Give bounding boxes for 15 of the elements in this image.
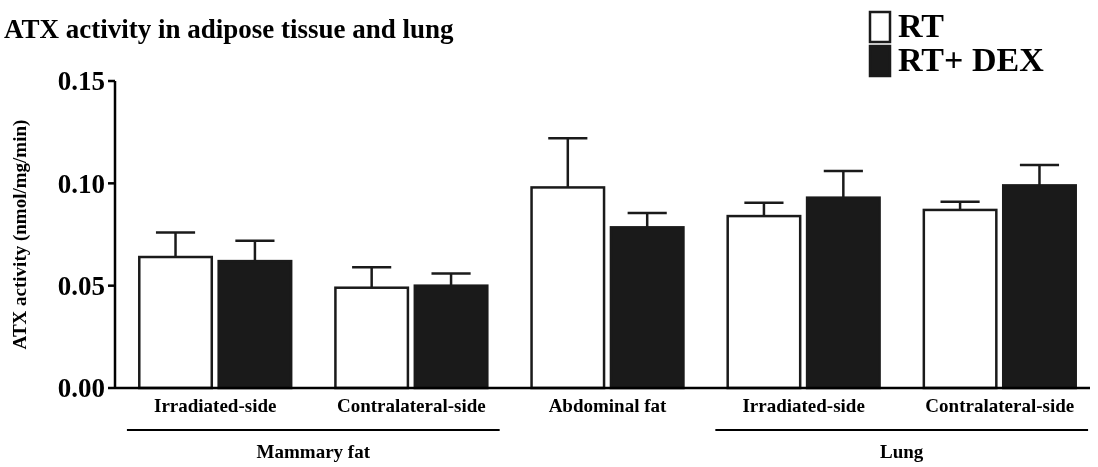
y-tick-label: 0.10: [57, 168, 105, 199]
legend-label: RT+ DEX: [898, 41, 1045, 78]
text: Lung: [880, 441, 924, 462]
chart-title: ATX activity in adipose tissue and lung: [4, 14, 455, 44]
text: Mammary fat: [256, 441, 371, 462]
y-tick-label: 0.00: [57, 373, 105, 404]
x-tick-label: Contralateral-side: [336, 395, 486, 416]
y-axis-title: ATX activity (nmol/mg/min): [9, 119, 31, 350]
x-tick-label: Irradiated-side: [742, 395, 865, 416]
y-tick-label: 0.05: [57, 271, 105, 302]
x-tick-label: Abdominal fat: [548, 395, 668, 416]
x-tick-label: Irradiated-side: [154, 395, 277, 416]
x-tick-label: Contralateral-side: [925, 395, 1075, 416]
y-tick-label: 0.15: [57, 66, 105, 97]
legend-label: RT: [898, 7, 945, 44]
